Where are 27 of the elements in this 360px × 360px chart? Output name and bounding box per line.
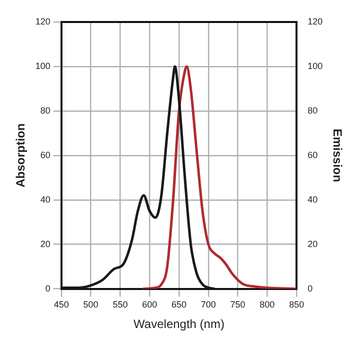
x-tick-label: 700	[200, 300, 216, 310]
y-tick-label: 60	[40, 150, 50, 160]
y-tick-label: 40	[40, 194, 50, 204]
x-tick-label: 850	[289, 300, 304, 310]
y2-tick-label: 40	[308, 194, 318, 204]
y-tick-label: 0	[45, 283, 50, 294]
y2-tick-label: 20	[308, 238, 318, 249]
x-axis-title: Wavelength (nm)	[134, 317, 224, 332]
y-tick-label: 100	[35, 60, 50, 71]
x-tick-label: 650	[171, 300, 187, 310]
x-tick-label: 500	[83, 300, 98, 310]
y2-tick-label: 100	[308, 60, 323, 71]
y2-axis-title: Emission	[330, 128, 344, 182]
x-tick-label: 750	[230, 300, 246, 310]
y2-tick-label: 120	[308, 16, 323, 26]
y2-tick-label: 0	[308, 283, 313, 294]
x-tick-label: 450	[54, 300, 69, 310]
x-tick-label: 550	[112, 300, 128, 310]
y-tick-label: 20	[40, 238, 50, 249]
line-series	[142, 65, 297, 289]
y-tick-label: 80	[40, 105, 50, 116]
y2-tick-label: 80	[308, 105, 318, 116]
x-tick-label: 800	[260, 300, 275, 310]
y-axis-title: Absorption	[14, 123, 28, 188]
x-tick-label: 600	[142, 300, 158, 310]
y2-tick-label: 60	[308, 150, 318, 160]
y-tick-label: 120	[35, 16, 50, 26]
